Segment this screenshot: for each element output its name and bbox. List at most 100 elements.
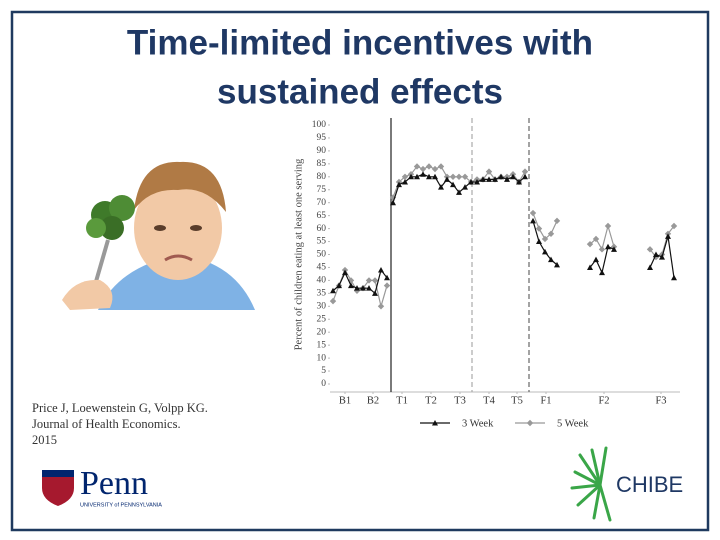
y-tick-label: 30 bbox=[317, 301, 327, 311]
point bbox=[450, 181, 456, 188]
y-tick-label: 55 bbox=[317, 237, 327, 247]
point bbox=[541, 235, 549, 243]
point bbox=[646, 246, 654, 253]
point bbox=[336, 282, 342, 289]
point bbox=[486, 176, 492, 182]
penn-logo: Penn UNIVERSITY of PENNSYLVANIA bbox=[42, 465, 162, 508]
slide-title: Time-limited incentives with bbox=[127, 23, 593, 62]
y-tick-label: 75 bbox=[317, 185, 327, 195]
point bbox=[504, 176, 510, 182]
legend-label: 5 Week bbox=[557, 418, 589, 429]
y-axis-label: Percent of children eating at least one … bbox=[293, 158, 304, 350]
point bbox=[647, 264, 653, 270]
y-tick-label: 10 bbox=[317, 353, 327, 363]
chart: 0 5 10 15 20 25 30 35 40 45 50 55 60 65 70 75 80 85 90 95 10… bbox=[293, 118, 680, 429]
point bbox=[449, 173, 457, 180]
chibe-logo: CHIBE bbox=[570, 446, 683, 522]
point bbox=[547, 230, 555, 237]
chibe-wordmark: CHIBE bbox=[616, 472, 683, 497]
point bbox=[548, 256, 554, 263]
y-tick-label: 35 bbox=[317, 289, 327, 299]
point bbox=[425, 163, 433, 170]
y-tick-label: 65 bbox=[317, 211, 327, 221]
point bbox=[372, 290, 378, 296]
point bbox=[498, 173, 504, 180]
x-tick-label: F3 bbox=[655, 395, 666, 406]
point bbox=[468, 178, 474, 185]
point bbox=[530, 217, 536, 224]
penn-subtitle: UNIVERSITY of PENNSYLVANIA bbox=[80, 502, 162, 508]
point bbox=[377, 303, 385, 310]
y-tick-label: 50 bbox=[317, 250, 327, 260]
y-tick-label: 45 bbox=[317, 263, 327, 273]
point bbox=[492, 176, 498, 182]
point bbox=[671, 274, 677, 281]
point bbox=[592, 235, 600, 243]
citation: Journal of Health Economics. bbox=[32, 417, 181, 431]
point bbox=[431, 165, 439, 173]
point bbox=[378, 267, 384, 273]
legend-marker bbox=[526, 419, 534, 427]
point bbox=[401, 173, 409, 180]
point bbox=[408, 173, 414, 180]
point bbox=[605, 243, 611, 250]
x-tick-label: B1 bbox=[339, 395, 351, 406]
y-tick-label: 40 bbox=[317, 276, 327, 286]
point bbox=[586, 240, 594, 248]
point bbox=[522, 173, 528, 180]
point bbox=[365, 277, 373, 284]
point bbox=[535, 225, 543, 232]
y-tick-label: 90 bbox=[317, 146, 327, 156]
legend-marker bbox=[432, 420, 438, 426]
x-tick-label: T5 bbox=[511, 395, 523, 406]
point bbox=[599, 269, 605, 276]
point bbox=[396, 181, 402, 188]
point bbox=[360, 285, 366, 291]
point bbox=[462, 184, 468, 190]
point bbox=[413, 163, 421, 170]
point bbox=[480, 176, 486, 182]
citation: 2015 bbox=[32, 433, 57, 447]
x-tick-label: T1 bbox=[396, 395, 408, 406]
point bbox=[587, 264, 593, 270]
point bbox=[536, 238, 542, 245]
point bbox=[348, 282, 354, 289]
point bbox=[383, 282, 391, 289]
point bbox=[653, 251, 659, 257]
y-tick-label: 70 bbox=[317, 198, 327, 208]
point bbox=[414, 173, 420, 180]
legend-label: 3 Week bbox=[462, 418, 494, 429]
point bbox=[670, 222, 678, 230]
point bbox=[419, 165, 427, 173]
point bbox=[553, 217, 561, 225]
y-tick-label: 20 bbox=[317, 327, 327, 337]
point bbox=[598, 246, 606, 253]
point bbox=[510, 173, 516, 180]
y-tick-label: 25 bbox=[317, 314, 327, 324]
point bbox=[529, 209, 537, 217]
point bbox=[474, 178, 480, 185]
x-tick-label: B2 bbox=[367, 395, 379, 406]
y-tick-label: 80 bbox=[317, 172, 327, 182]
point bbox=[371, 277, 379, 284]
point bbox=[456, 189, 462, 195]
slide-border bbox=[10, 10, 710, 532]
point bbox=[342, 269, 348, 276]
point bbox=[426, 173, 432, 180]
point bbox=[516, 178, 522, 185]
y-tick-label: 95 bbox=[317, 133, 327, 143]
point bbox=[665, 233, 671, 239]
point bbox=[659, 254, 665, 260]
slide-title: sustained effects bbox=[217, 72, 503, 111]
point bbox=[542, 248, 548, 255]
y-tick-label: 60 bbox=[317, 224, 327, 234]
point bbox=[444, 176, 450, 182]
point bbox=[604, 222, 612, 230]
point bbox=[354, 285, 360, 291]
x-tick-label: T2 bbox=[425, 395, 437, 406]
y-tick-label: 15 bbox=[317, 340, 327, 350]
x-tick-label: T3 bbox=[454, 395, 466, 406]
point bbox=[554, 261, 560, 268]
point bbox=[432, 173, 438, 180]
y-tick-label: 5 bbox=[321, 366, 326, 376]
